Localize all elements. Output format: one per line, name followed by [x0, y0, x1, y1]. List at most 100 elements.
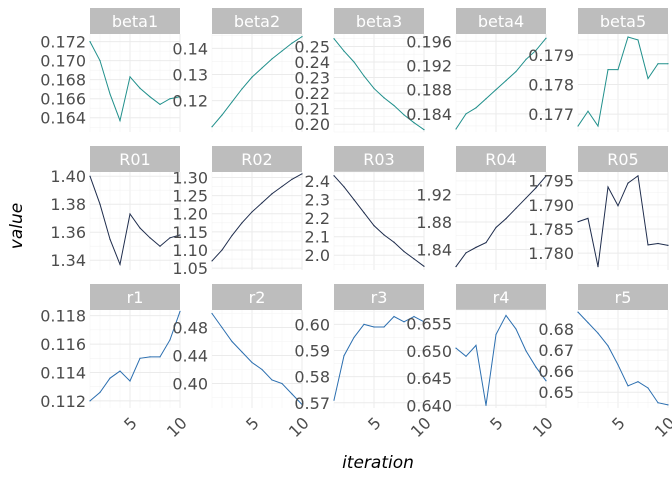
y-tick-label: 1.10	[172, 241, 208, 260]
y-tick-label: 1.34	[50, 251, 86, 270]
data-point	[343, 186, 345, 188]
data-point	[423, 129, 425, 131]
facet-strip-label: r1	[127, 288, 144, 307]
data-point	[587, 322, 589, 324]
data-point	[231, 101, 233, 103]
facet-strip-label: r3	[371, 288, 388, 307]
data-point	[251, 211, 253, 213]
facet-strip	[334, 284, 424, 310]
data-point	[667, 63, 669, 65]
data-point	[657, 402, 659, 404]
y-tick-label: 1.795	[528, 172, 574, 191]
data-point	[159, 356, 161, 358]
data-point	[505, 314, 507, 317]
x-tick-label: 5	[242, 413, 263, 434]
data-point	[485, 404, 487, 406]
data-point	[413, 315, 415, 318]
data-point	[403, 250, 405, 253]
facet-strip	[456, 146, 546, 172]
data-point	[647, 244, 649, 246]
data-point	[129, 213, 131, 215]
data-point	[495, 226, 497, 229]
facet-strip	[90, 284, 180, 310]
facet-strip-label: R02	[241, 150, 272, 169]
y-tick-label: 1.20	[172, 205, 208, 224]
data-point	[657, 242, 659, 245]
facet-strip-label: beta1	[112, 12, 158, 31]
facet-strip	[90, 146, 180, 172]
data-point	[393, 315, 395, 318]
data-point	[403, 321, 405, 323]
data-point	[423, 265, 425, 267]
data-point	[291, 42, 293, 44]
facet-strip-label: R03	[363, 150, 394, 169]
data-point	[149, 96, 151, 98]
data-point	[535, 366, 537, 368]
data-point	[525, 197, 527, 199]
series-line-beta1	[89, 41, 181, 123]
data-point	[373, 225, 375, 227]
data-point	[231, 234, 233, 237]
series-line-r3	[333, 315, 425, 401]
data-point	[139, 87, 141, 89]
series-line-r03	[333, 175, 425, 267]
data-point	[637, 39, 639, 41]
y-tick-label: 1.36	[50, 223, 86, 242]
data-point	[251, 76, 253, 78]
data-point	[393, 241, 395, 243]
y-tick-label: 0.68	[538, 320, 574, 339]
y-tick-label: 0.184	[406, 105, 452, 124]
data-point	[413, 122, 415, 124]
y-tick-label: 0.65	[538, 383, 574, 402]
series-line-r01	[89, 176, 181, 267]
y-tick-label: 1.38	[50, 195, 86, 214]
data-point	[455, 128, 457, 130]
facet-strip	[334, 146, 424, 172]
data-point	[89, 41, 91, 43]
data-point	[241, 351, 243, 353]
data-point	[363, 323, 365, 325]
data-point	[169, 98, 171, 100]
data-point	[169, 237, 171, 239]
data-point	[241, 222, 243, 224]
data-point	[211, 126, 213, 128]
data-point	[261, 67, 263, 69]
data-point	[119, 119, 121, 122]
y-tick-label: 0.170	[40, 52, 86, 71]
facet-strip	[212, 146, 302, 172]
data-point	[211, 312, 213, 315]
data-point	[333, 399, 335, 401]
data-point	[617, 364, 619, 366]
y-tick-label: 1.84	[416, 240, 452, 259]
data-point	[545, 380, 547, 382]
y-tick-label: 1.30	[172, 168, 208, 187]
data-point	[647, 387, 649, 389]
data-point	[383, 234, 385, 236]
data-point	[637, 381, 639, 383]
y-tick-label: 2.3	[305, 191, 330, 210]
data-point	[119, 263, 121, 265]
data-point	[383, 97, 385, 99]
data-point	[627, 182, 629, 184]
data-point	[525, 58, 527, 61]
data-point	[515, 70, 517, 73]
y-tick-label: 1.790	[528, 196, 574, 215]
y-tick-label: 1.05	[172, 259, 208, 278]
facet-strip-label: beta2	[234, 12, 280, 31]
data-point	[179, 310, 181, 313]
x-tick-label: 10	[407, 413, 435, 441]
data-point	[363, 75, 365, 77]
y-tick-label: 0.645	[406, 369, 452, 388]
data-point	[373, 87, 375, 90]
data-point	[149, 237, 151, 239]
data-point	[383, 326, 385, 328]
series-line-beta2	[211, 36, 303, 128]
y-tick-label: 0.21	[294, 100, 330, 119]
y-tick-label: 0.172	[40, 33, 86, 52]
data-point	[221, 114, 223, 116]
data-point	[577, 221, 579, 223]
data-point	[353, 336, 355, 339]
series-line-beta4	[455, 37, 547, 130]
